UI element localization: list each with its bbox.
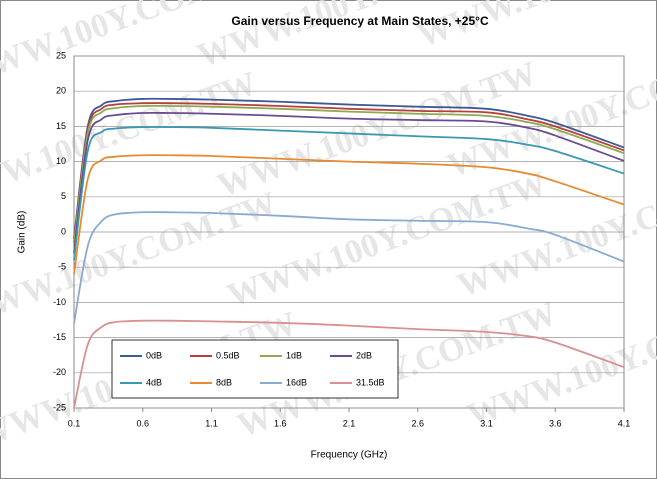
x-tick-label: 1.6 xyxy=(274,418,287,428)
y-tick-label: -5 xyxy=(58,262,66,272)
legend-label: 2dB xyxy=(356,350,372,360)
x-tick-label: 3.6 xyxy=(549,418,562,428)
legend-label: 31.5dB xyxy=(356,377,385,387)
y-axis-label: Gain (dB) xyxy=(17,211,28,254)
y-tick-label: 20 xyxy=(56,86,66,96)
y-tick-label: 15 xyxy=(56,121,66,131)
y-tick-label: -10 xyxy=(53,297,66,307)
y-tick-label: 10 xyxy=(56,156,66,166)
series-line xyxy=(73,111,625,254)
legend-label: 16dB xyxy=(286,377,307,387)
series-line xyxy=(73,102,625,243)
legend-label: 8dB xyxy=(216,377,232,387)
y-tick-label: 0 xyxy=(61,226,66,236)
legend-label: 1dB xyxy=(286,350,302,360)
y-tick-label: -15 xyxy=(53,332,66,342)
y-tick-label: 5 xyxy=(61,191,66,201)
y-tick-label: -25 xyxy=(53,402,66,412)
x-tick-label: 3.1 xyxy=(480,418,493,428)
series-line xyxy=(73,211,625,324)
x-tick-label: 2.1 xyxy=(343,418,356,428)
x-tick-label: 0.1 xyxy=(68,418,81,428)
legend-label: 0.5dB xyxy=(216,350,240,360)
x-tick-label: 2.6 xyxy=(411,418,424,428)
series-line xyxy=(73,104,625,247)
series-line xyxy=(73,97,625,240)
chart-title: Gain versus Frequency at Main States, +2… xyxy=(231,14,489,28)
series-line xyxy=(73,154,625,275)
x-tick-label: 0.6 xyxy=(136,418,149,428)
y-tick-label: 25 xyxy=(56,50,66,60)
x-tick-label: 4.1 xyxy=(618,418,631,428)
y-tick-label: -20 xyxy=(53,367,66,377)
series-line xyxy=(73,319,625,409)
x-axis-label: Frequency (GHz) xyxy=(311,450,388,461)
series-line xyxy=(73,126,625,261)
legend xyxy=(111,339,399,399)
legend-label: 0dB xyxy=(146,350,162,360)
x-tick-label: 1.1 xyxy=(205,418,218,428)
legend-label: 4dB xyxy=(146,377,162,387)
